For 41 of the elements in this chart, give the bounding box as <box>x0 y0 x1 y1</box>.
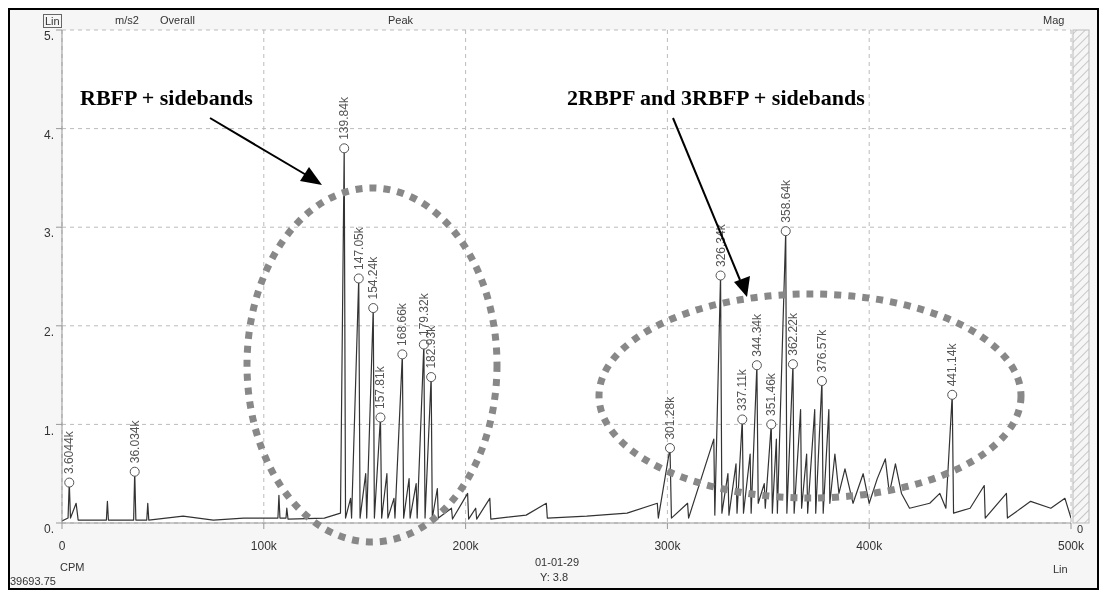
x-axis-title: CPM <box>60 561 85 573</box>
y-tick-label: 2. <box>43 325 54 340</box>
annotation: 376.57k <box>814 328 829 373</box>
annotation: 358.64k <box>778 178 793 223</box>
annotation: 362.22k <box>785 312 800 356</box>
annotation: RBFP + sidebands <box>80 85 253 111</box>
x-tick-label: 0 <box>58 538 66 553</box>
annotation: 147.05k <box>351 226 366 270</box>
annotation: 351.46k <box>764 372 779 416</box>
annotation: 2RBPF and 3RBFP + sidebands <box>567 85 865 111</box>
text: 01-01-29 <box>535 556 580 569</box>
text: Lin <box>43 14 62 29</box>
y-tick-label: 4. <box>43 127 54 142</box>
y-tick-label: 1. <box>43 423 54 438</box>
annotation: 3.6044k <box>62 430 77 475</box>
y-tick-label: 3. <box>43 226 54 241</box>
annotation: 36.034k <box>127 419 142 464</box>
x-tick-label: 100k <box>250 538 278 553</box>
y-tick-label: 5. <box>43 29 54 44</box>
annotation: 344.34k <box>749 313 764 357</box>
annotation: 326.34k <box>713 223 728 267</box>
x-tick-label: 300k <box>654 538 682 553</box>
x-tick-label: 400k <box>856 538 884 553</box>
annotation: 168.66k <box>395 302 410 346</box>
annotation: 154.24k <box>366 255 381 300</box>
y-axis-title: m/s2 <box>115 14 139 26</box>
text: Lin <box>1053 563 1068 576</box>
text: 0 <box>1077 523 1084 536</box>
text: Mag <box>1043 14 1065 27</box>
text: Overall <box>160 14 195 27</box>
x-tick-label: 500k <box>1057 538 1086 553</box>
text: Peak <box>388 14 414 27</box>
annotation: 441.14k <box>945 342 960 387</box>
text: 39693.75 <box>10 575 56 588</box>
annotation: 301.28k <box>662 395 677 440</box>
y-tick-label: 0. <box>43 522 54 537</box>
annotation: 139.84k <box>337 96 352 140</box>
x-tick-label: 200k <box>452 538 480 553</box>
annotation: 337.11k <box>735 368 750 411</box>
annotation: 157.81k <box>373 365 388 409</box>
text: Y: 3.8 <box>540 571 569 584</box>
